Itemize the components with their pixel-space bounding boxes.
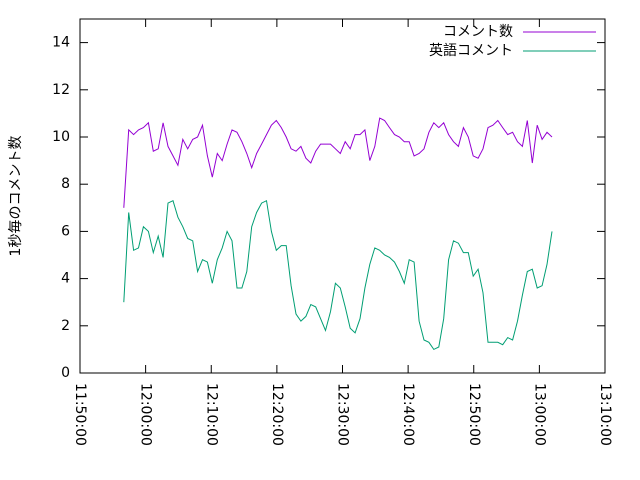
x-tick-label: 12:30:00: [335, 383, 351, 446]
x-tick-label: 13:00:00: [531, 383, 547, 446]
y-tick-label: 10: [52, 129, 70, 145]
series-line: [123, 117, 553, 208]
y-axis-label: 1秒毎のコメント数: [8, 136, 24, 257]
legend-label: 英語コメント: [429, 42, 513, 59]
x-tick-label: 11:50:00: [72, 383, 88, 446]
x-tick-label: 12:50:00: [466, 383, 482, 446]
x-tick-label: 13:10:00: [597, 383, 613, 446]
x-tick-label: 12:40:00: [400, 383, 416, 446]
legend-label: コメント数: [443, 24, 513, 40]
y-tick-label: 4: [61, 271, 70, 287]
x-tick-label: 12:20:00: [269, 383, 285, 446]
y-tick-label: 8: [61, 176, 70, 192]
plot-frame: [79, 18, 606, 374]
x-tick-label: 12:00:00: [138, 383, 154, 446]
y-tick-label: 14: [52, 35, 70, 51]
y-tick-label: 12: [52, 82, 70, 98]
y-tick-label: 0: [61, 365, 70, 381]
x-tick-label: 12:10:00: [203, 383, 219, 446]
y-tick-label: 6: [61, 223, 70, 239]
series-line: [123, 199, 553, 351]
y-tick-label: 2: [61, 318, 70, 334]
